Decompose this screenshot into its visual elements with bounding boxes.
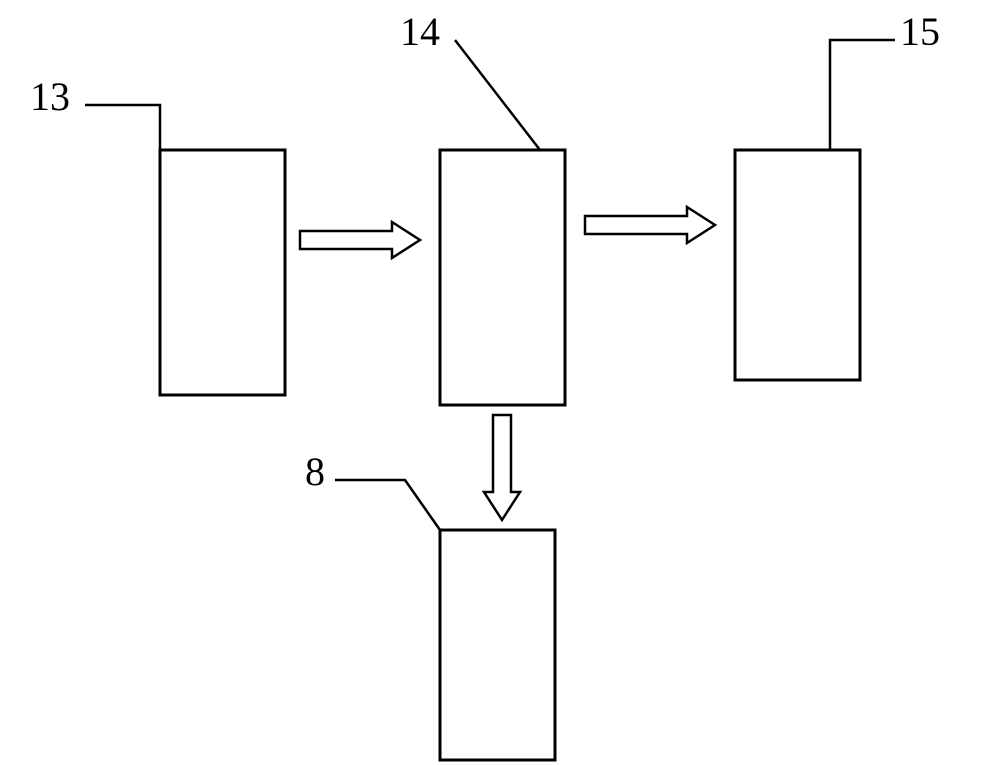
label-l14: 14 — [400, 9, 440, 54]
label-l13: 13 — [30, 74, 70, 119]
block-diagram: 13 14 15 8 — [0, 0, 1000, 765]
label-l8: 8 — [305, 449, 325, 494]
label-l15: 15 — [900, 9, 940, 54]
